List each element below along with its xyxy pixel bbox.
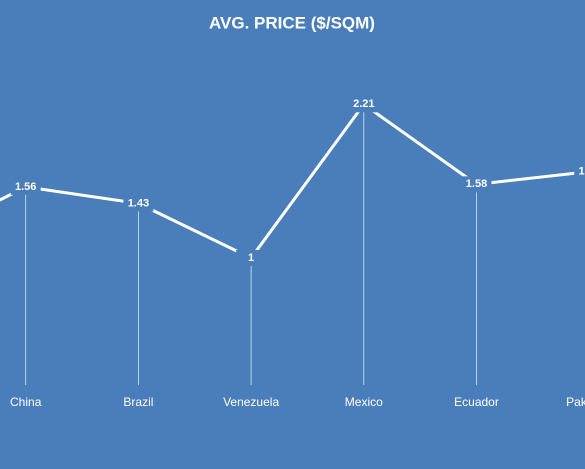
data-label-background bbox=[10, 178, 41, 195]
x-tick-label: Ecuador bbox=[454, 395, 499, 409]
data-label-background bbox=[574, 163, 585, 180]
chart-title: AVG. PRICE ($/SQM) bbox=[209, 13, 375, 32]
data-label-background bbox=[123, 195, 154, 212]
x-tick-label: Pakistan bbox=[566, 395, 585, 409]
x-tick-label: China bbox=[10, 395, 42, 409]
data-label: 1 bbox=[248, 252, 254, 264]
data-label: 1.58 bbox=[466, 178, 487, 190]
data-label: 2.21 bbox=[353, 98, 374, 110]
x-tick-label: Mexico bbox=[345, 395, 383, 409]
data-label-background bbox=[461, 176, 492, 193]
x-tick-label: Brazil bbox=[123, 395, 153, 409]
data-label-background bbox=[348, 96, 379, 113]
data-label-background bbox=[236, 250, 267, 266]
data-label: 1.43 bbox=[128, 197, 149, 209]
data-label: 1.68 bbox=[578, 166, 585, 178]
x-tick-label: Venezuela bbox=[223, 395, 279, 409]
data-label: 1.56 bbox=[15, 181, 36, 193]
